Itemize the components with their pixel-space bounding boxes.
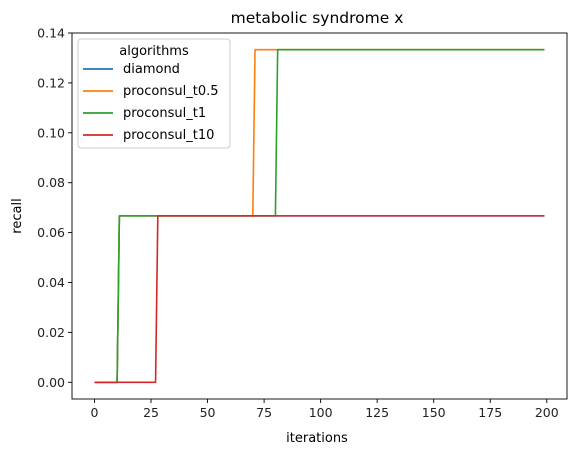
y-tick-label: 0.04 bbox=[37, 275, 65, 290]
x-tick-label: 150 bbox=[422, 405, 446, 420]
axes-frame bbox=[71, 32, 568, 400]
x-axis-label: iterations bbox=[286, 431, 348, 446]
x-tick-label: 125 bbox=[365, 405, 389, 420]
x-tick-label: 50 bbox=[200, 405, 216, 420]
legend-entry-label: proconsul_t0.5 bbox=[123, 84, 219, 99]
x-ticks: 0 25 50 75 100 125 150 175 200 bbox=[91, 399, 559, 420]
legend-entry-label: proconsul_t1 bbox=[123, 106, 206, 121]
y-tick-label: 0.12 bbox=[37, 75, 65, 90]
x-tick-label: 200 bbox=[535, 405, 559, 420]
series-line-proconsul-t10 bbox=[94, 215, 545, 384]
y-ticks: 0.00 0.02 0.04 0.06 0.08 0.10 0.12 0.14 bbox=[37, 26, 72, 390]
x-tick-label: 100 bbox=[309, 405, 333, 420]
legend-title: algorithms bbox=[119, 44, 189, 59]
legend-entry-label: proconsul_t10 bbox=[123, 128, 214, 143]
y-tick-label: 0.06 bbox=[37, 225, 65, 240]
y-tick-label: 0.14 bbox=[37, 26, 65, 41]
y-tick-label: 0.08 bbox=[37, 175, 65, 190]
y-axis-label: recall bbox=[10, 198, 25, 233]
series-layer bbox=[94, 48, 545, 384]
legend: algorithms diamond proconsul_t0.5 proconsu… bbox=[77, 38, 231, 149]
legend-entry-label: diamond bbox=[123, 62, 180, 77]
y-tick-label: 0.02 bbox=[37, 325, 65, 340]
x-tick-label: 75 bbox=[256, 405, 272, 420]
chart-title: metabolic syndrome x bbox=[231, 9, 404, 27]
y-tick-label: 0.10 bbox=[37, 125, 65, 140]
x-tick-label: 0 bbox=[91, 405, 99, 420]
x-tick-label: 25 bbox=[143, 405, 159, 420]
y-tick-label: 0.00 bbox=[37, 375, 65, 390]
x-tick-label: 175 bbox=[478, 405, 502, 420]
legend-box bbox=[77, 38, 231, 149]
legend-items: diamond proconsul_t0.5 proconsul_t1procons… bbox=[83, 62, 219, 143]
